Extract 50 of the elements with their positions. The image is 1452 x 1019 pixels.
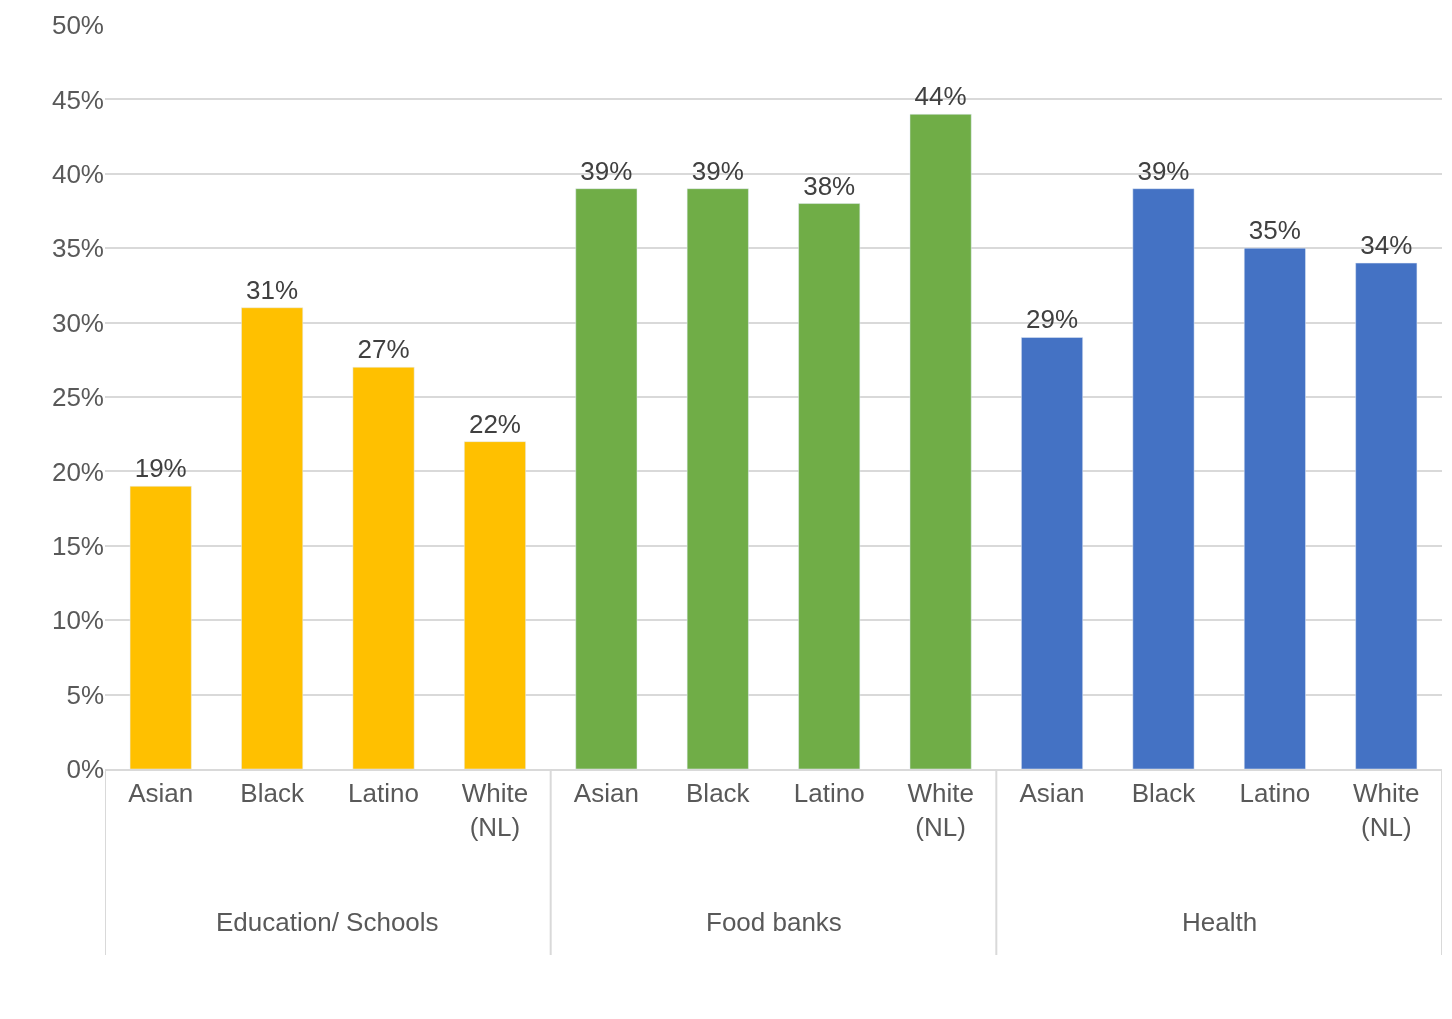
x-tick-label: White (NL) bbox=[907, 778, 974, 842]
x-tick-label: White (NL) bbox=[461, 778, 529, 842]
data-label: 39% bbox=[691, 155, 744, 186]
x-tick-label: Asian bbox=[1019, 778, 1085, 809]
y-tick-label: 10% bbox=[51, 605, 104, 636]
y-tick-label: 25% bbox=[51, 382, 104, 413]
data-label: 39% bbox=[1137, 155, 1190, 186]
bar bbox=[1132, 188, 1195, 769]
x-tick-label: Black bbox=[240, 778, 305, 809]
y-tick-label: 15% bbox=[51, 530, 104, 561]
y-tick-label: 0% bbox=[66, 754, 104, 785]
x-tick-label: Black bbox=[1131, 778, 1197, 809]
data-label: 35% bbox=[1248, 215, 1301, 246]
text: Health bbox=[1182, 907, 1258, 937]
text: Education/ Schools bbox=[216, 907, 439, 937]
x-tick-label: White (NL) bbox=[1353, 778, 1420, 842]
bar bbox=[1355, 262, 1418, 769]
x-tick-label: Asian bbox=[128, 778, 194, 809]
x-tick-label: Black bbox=[686, 778, 751, 809]
bar bbox=[686, 188, 749, 769]
y-tick-label: 40% bbox=[51, 158, 104, 189]
bar bbox=[129, 486, 192, 769]
x-tick-label: Latino bbox=[1239, 778, 1311, 809]
x-tick-label: Latino bbox=[793, 778, 865, 809]
data-label: 39% bbox=[580, 155, 633, 186]
x-tick-label: Asian bbox=[573, 778, 639, 809]
bar bbox=[1021, 337, 1083, 769]
y-tick-label: 5% bbox=[66, 679, 104, 710]
text: Food banks bbox=[706, 907, 842, 937]
bar bbox=[1243, 247, 1306, 769]
data-label: 29% bbox=[1026, 304, 1079, 335]
y-tick-label: 50% bbox=[51, 10, 104, 41]
y-tick-label: 35% bbox=[51, 233, 104, 264]
data-label: 27% bbox=[357, 334, 410, 365]
bar bbox=[352, 366, 415, 769]
data-label: 19% bbox=[134, 453, 187, 484]
y-tick-label: 20% bbox=[51, 456, 104, 487]
x-tick-label: Latino bbox=[348, 778, 419, 809]
data-label: 31% bbox=[246, 274, 299, 305]
data-label: 44% bbox=[914, 81, 967, 112]
bar bbox=[909, 114, 972, 769]
data-label: 22% bbox=[468, 408, 521, 439]
y-tick-label: 30% bbox=[51, 307, 104, 338]
bar bbox=[798, 203, 861, 769]
bar bbox=[464, 441, 526, 769]
y-tick-label: 45% bbox=[51, 84, 104, 115]
bar bbox=[241, 307, 304, 769]
data-label: 38% bbox=[803, 170, 856, 201]
data-label: 34% bbox=[1360, 230, 1413, 261]
bar bbox=[575, 188, 638, 769]
